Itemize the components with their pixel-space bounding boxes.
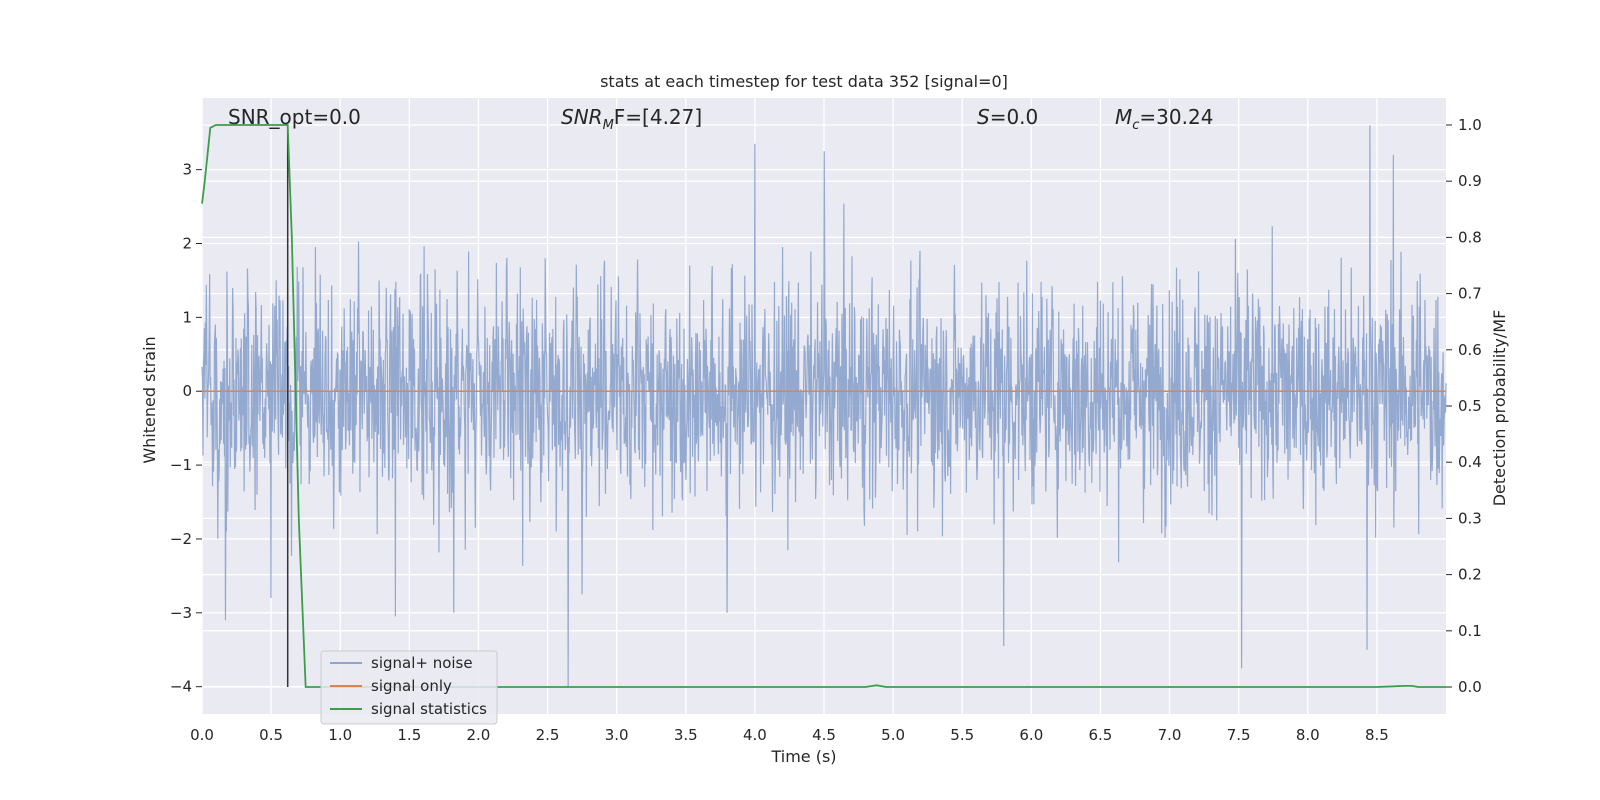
legend-box bbox=[320, 650, 498, 725]
x-tick-label: 0.0 bbox=[190, 726, 214, 744]
x-tick-label: 6.5 bbox=[1089, 726, 1113, 744]
x-tick-label: 7.5 bbox=[1227, 726, 1251, 744]
y2-tick-label: 0.9 bbox=[1458, 172, 1482, 190]
x-tick-label: 8.5 bbox=[1365, 726, 1389, 744]
series-line-noise bbox=[201, 125, 1447, 687]
y2-tick-label: 0.5 bbox=[1458, 397, 1482, 415]
legend-label-signal-only: signal only bbox=[371, 677, 452, 695]
y2-tick-label: 0.0 bbox=[1458, 678, 1482, 696]
annotation-snr-opt: SNR_opt=0.0 bbox=[228, 105, 361, 129]
annotation-mc: Mc=30.24 bbox=[1115, 105, 1213, 133]
y2-tick-label: 0.4 bbox=[1458, 453, 1482, 471]
x-tick-label: 2.5 bbox=[536, 726, 560, 744]
y-tick-label: −4 bbox=[170, 678, 192, 696]
annotation-s: S=0.0 bbox=[977, 105, 1038, 129]
y-tick-label: −1 bbox=[170, 456, 192, 474]
x-tick-label: 5.5 bbox=[950, 726, 974, 744]
x-tick-label: 1.0 bbox=[328, 726, 352, 744]
y-axis-ticks: 3 2 1 0 −1 −2 −3 −4 bbox=[170, 161, 202, 696]
x-tick-label: 1.5 bbox=[397, 726, 421, 744]
y2-tick-label: 0.7 bbox=[1458, 285, 1482, 303]
x-tick-label: 3.0 bbox=[605, 726, 629, 744]
annotation-snr-mf-sub: M bbox=[603, 118, 614, 133]
annotation-s-rest: =0.0 bbox=[990, 105, 1039, 129]
y-tick-label: −2 bbox=[170, 530, 192, 548]
annotation-snr-mf: SNRMF=[4.27] bbox=[561, 105, 702, 133]
y2-axis-ticks: 1.0 0.9 0.8 0.7 0.6 0.5 0.4 0.3 0.2 0.1 0.0 bbox=[1446, 116, 1482, 696]
x-tick-label: 6.0 bbox=[1019, 726, 1043, 744]
signal-noise-series bbox=[201, 125, 1447, 687]
y2-axis-label: Detection probability/MF bbox=[1490, 310, 1509, 507]
y-axis-label: Whitened strain bbox=[140, 336, 159, 463]
annotation-snr-mf-base: SNR bbox=[561, 105, 603, 129]
x-tick-label: 4.0 bbox=[743, 726, 767, 744]
x-tick-label: 7.0 bbox=[1158, 726, 1182, 744]
x-tick-label: 4.5 bbox=[812, 726, 836, 744]
legend: signal+ noise signal only signal statist… bbox=[320, 650, 498, 725]
y-tick-label: 3 bbox=[182, 161, 192, 179]
annotation-mc-rest: =30.24 bbox=[1139, 105, 1213, 129]
x-tick-label: 3.5 bbox=[674, 726, 698, 744]
annotation-s-var: S bbox=[977, 105, 990, 129]
x-tick-label: 0.5 bbox=[259, 726, 283, 744]
x-axis-ticks: 0.0 0.5 1.0 1.5 2.0 2.5 3.0 3.5 4.0 4.5 5.0 5.5 6.0 6… bbox=[190, 726, 1389, 744]
y2-tick-label: 0.8 bbox=[1458, 228, 1482, 246]
annotation-snr-mf-rest: F=[4.27] bbox=[614, 105, 702, 129]
x-axis-label: Time (s) bbox=[770, 747, 836, 766]
x-tick-label: 5.0 bbox=[881, 726, 905, 744]
chart-title: stats at each timestep for test data 352… bbox=[600, 72, 1008, 91]
legend-label-noise: signal+ noise bbox=[371, 654, 473, 672]
y2-tick-label: 1.0 bbox=[1458, 116, 1482, 134]
annotation-mc-sub: c bbox=[1132, 118, 1139, 133]
y-tick-label: 0 bbox=[182, 382, 192, 400]
y2-tick-label: 0.1 bbox=[1458, 622, 1482, 640]
annotation-mc-var: M bbox=[1115, 105, 1132, 129]
x-tick-label: 8.0 bbox=[1296, 726, 1320, 744]
x-tick-label: 2.0 bbox=[467, 726, 491, 744]
y-tick-label: 1 bbox=[182, 308, 192, 326]
y2-tick-label: 0.2 bbox=[1458, 566, 1482, 584]
y2-tick-label: 0.6 bbox=[1458, 341, 1482, 359]
y-tick-label: 2 bbox=[182, 235, 192, 253]
y2-tick-label: 0.3 bbox=[1458, 509, 1482, 527]
legend-label-statistics: signal statistics bbox=[371, 700, 487, 718]
y-tick-label: −3 bbox=[170, 604, 192, 622]
